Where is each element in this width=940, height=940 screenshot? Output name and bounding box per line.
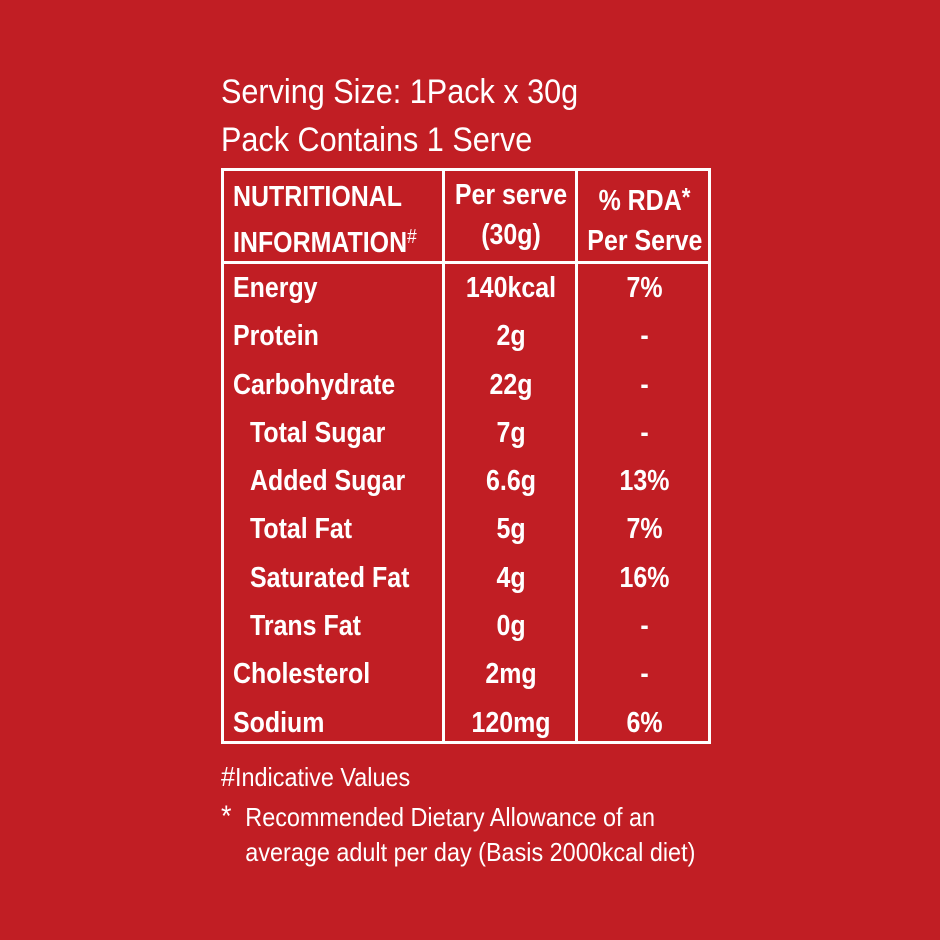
rda-value: 7% — [626, 513, 663, 546]
per-serve-value: 6.6g — [486, 465, 536, 498]
table-row: Energy 140kcal 7% — [224, 264, 708, 312]
serving-info: Serving Size: 1Pack x 30g Pack Contains … — [221, 68, 578, 164]
table-row: Carbohydrate 22g - — [224, 361, 708, 409]
rda-note: * Recommended Dietary Allowance of an av… — [221, 800, 696, 867]
header-divider — [224, 261, 708, 264]
table-row: Sodium 120mg 6% — [224, 699, 708, 747]
table-row: Added Sugar 6.6g 13% — [224, 457, 708, 505]
table-row: Saturated Fat 4g 16% — [224, 554, 708, 602]
header-per-serve: Per serve (30g) — [454, 179, 568, 251]
table-row: Cholesterol 2mg - — [224, 650, 708, 698]
per-serve-value: 22g — [489, 368, 533, 401]
nutrient-name: Added Sugar — [250, 465, 406, 498]
pack-contains: Pack Contains 1 Serve — [221, 121, 533, 159]
table-row: Protein 2g - — [224, 312, 708, 360]
rda-value: 7% — [626, 272, 663, 304]
per-serve-value: 2mg — [485, 658, 537, 691]
per-serve-value: 5g — [496, 513, 526, 546]
rda-value: 6% — [626, 706, 663, 739]
asterisk-mark: * — [681, 182, 691, 212]
header-nutritional-information: NUTRITIONAL INFORMATION# — [233, 181, 417, 259]
nutrient-name: Sodium — [233, 706, 325, 739]
per-serve-value: 140kcal — [465, 272, 557, 304]
indicative-values-note: #Indicative Values — [221, 761, 411, 792]
per-serve-value: 0g — [496, 610, 526, 643]
per-serve-value: 120mg — [471, 706, 551, 739]
rda-value: - — [640, 368, 649, 401]
table-row: Total Sugar 7g - — [224, 409, 708, 457]
rda-value: 16% — [619, 561, 670, 594]
nutrient-name: Trans Fat — [250, 610, 361, 643]
serving-size: Serving Size: 1Pack x 30g — [221, 73, 579, 111]
nutrient-rows: Energy 140kcal 7% Protein 2g - Carbohydrate 22g… — [224, 264, 708, 747]
rda-value: 13% — [619, 465, 670, 498]
header-rda: % RDA* Per Serve — [587, 182, 703, 257]
rda-value: - — [640, 658, 649, 691]
per-serve-value: 2g — [496, 320, 526, 353]
hash-mark: # — [407, 226, 417, 248]
table-row: Trans Fat 0g - — [224, 602, 708, 650]
footnotes: #Indicative Values * Recommended Dietary… — [221, 758, 695, 870]
nutrient-name: Carbohydrate — [233, 368, 396, 401]
table-row: Total Fat 5g 7% — [224, 505, 708, 553]
per-serve-value: 7g — [496, 416, 526, 449]
rda-value: - — [640, 610, 649, 643]
column-divider — [575, 171, 578, 741]
nutrient-name: Total Fat — [250, 513, 353, 546]
nutrient-name: Protein — [233, 320, 319, 353]
nutrient-name: Energy — [233, 272, 318, 304]
nutrient-name: Total Sugar — [250, 416, 386, 449]
nutrient-name: Cholesterol — [233, 658, 371, 691]
nutrient-name: Saturated Fat — [250, 561, 410, 594]
per-serve-value: 4g — [496, 561, 526, 594]
column-divider — [442, 171, 445, 741]
rda-value: - — [640, 416, 649, 449]
rda-value: - — [640, 320, 649, 353]
nutrition-table: NUTRITIONAL INFORMATION# Per serve (30g)… — [221, 168, 711, 744]
